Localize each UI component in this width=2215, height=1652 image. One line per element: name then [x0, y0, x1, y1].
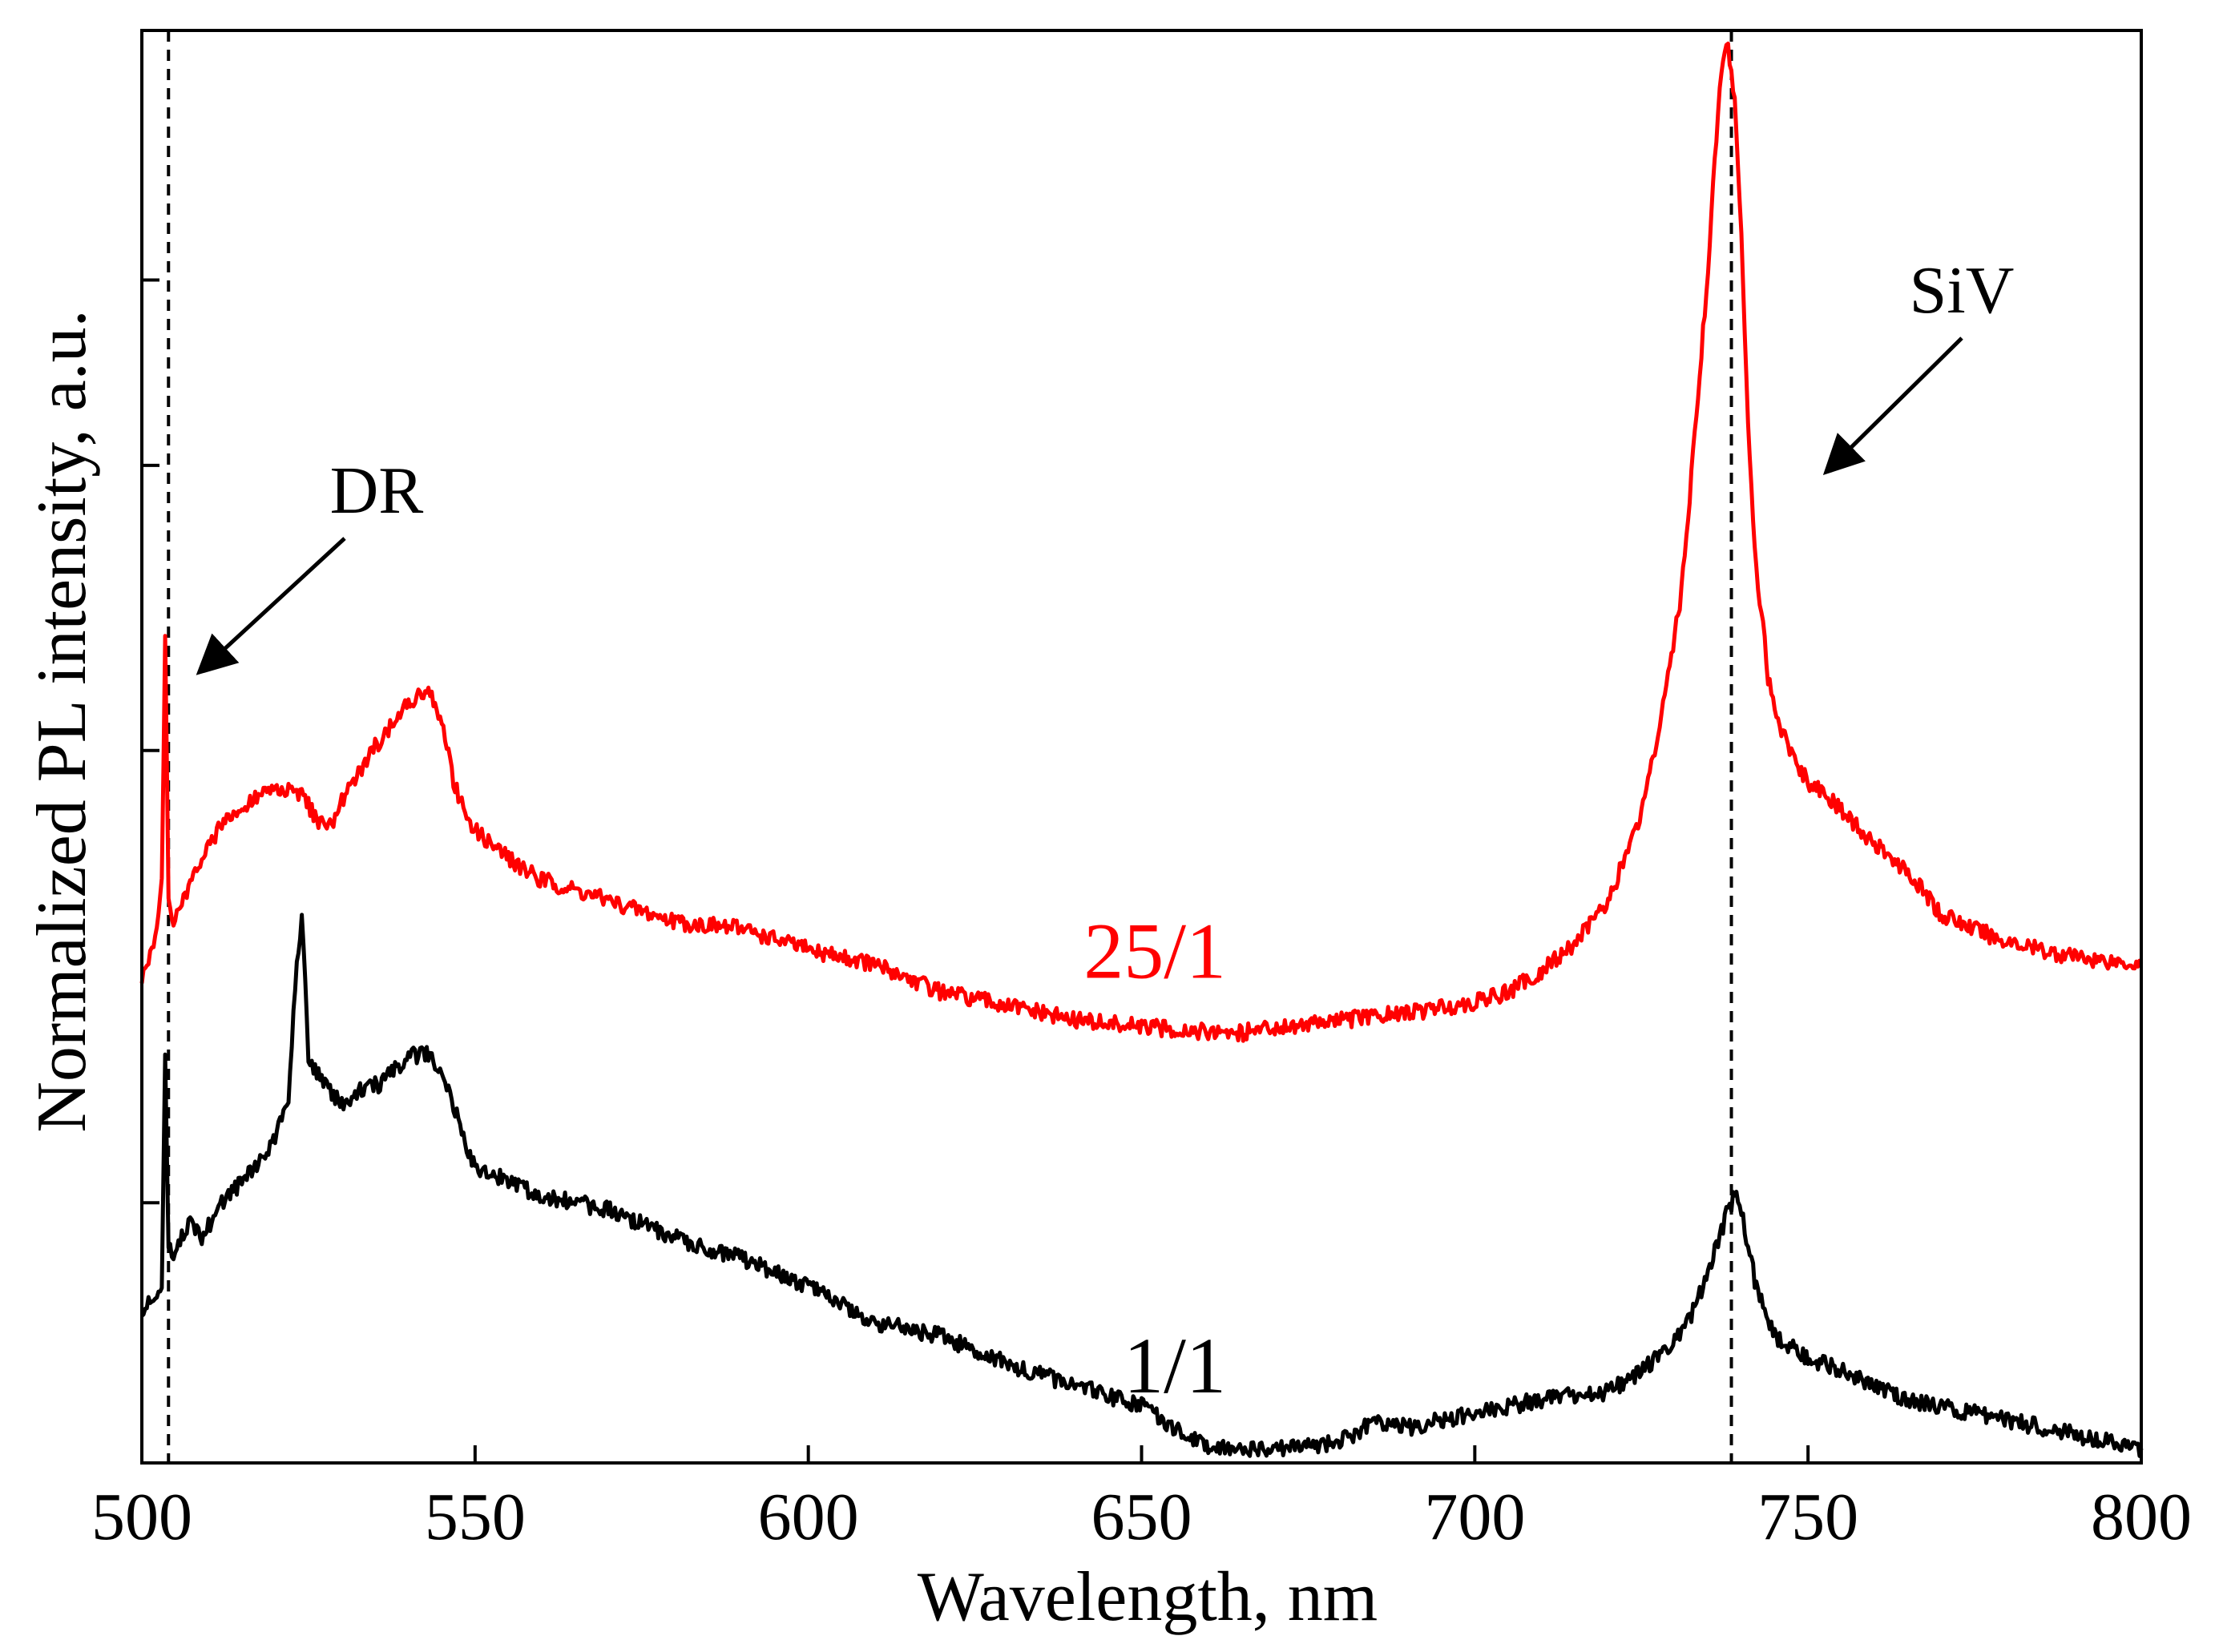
plot-frame: [140, 29, 2143, 1465]
x-tick-label: 550: [425, 1480, 526, 1554]
y-axis-title: Normalized PL intensity, a.u.: [23, 309, 101, 1132]
annotations: DR SiV: [196, 253, 2015, 675]
annotation-label-1: SiV: [1910, 253, 2015, 328]
x-tick-label: 800: [2091, 1480, 2192, 1554]
series-labels: 25/1 1/1: [1083, 907, 1226, 1410]
annotation-arrow-1: [1822, 336, 1963, 476]
series-line-0: [139, 41, 2144, 1043]
series-line-1: [140, 913, 2144, 1458]
x-tick-label: 700: [1424, 1480, 1525, 1554]
series-layer: [139, 41, 2144, 1458]
series-label-1: 1/1: [1124, 1321, 1226, 1410]
x-tick-label: 600: [758, 1480, 859, 1554]
y-axis-ticks: [142, 278, 159, 1205]
x-tick-label: 500: [91, 1480, 192, 1554]
x-tick-label: 650: [1091, 1480, 1192, 1554]
x-axis-title: Wavelength, nm: [918, 1558, 1378, 1636]
reference-lines: [167, 30, 1733, 1463]
series-label-0: 25/1: [1083, 907, 1226, 996]
annotation-label-0: DR: [330, 453, 424, 528]
x-axis-ticks: 500 550 600 650 700 750 800: [91, 1445, 2192, 1554]
annotation-arrow-0: [196, 537, 346, 675]
x-tick-label: 750: [1757, 1480, 1858, 1554]
